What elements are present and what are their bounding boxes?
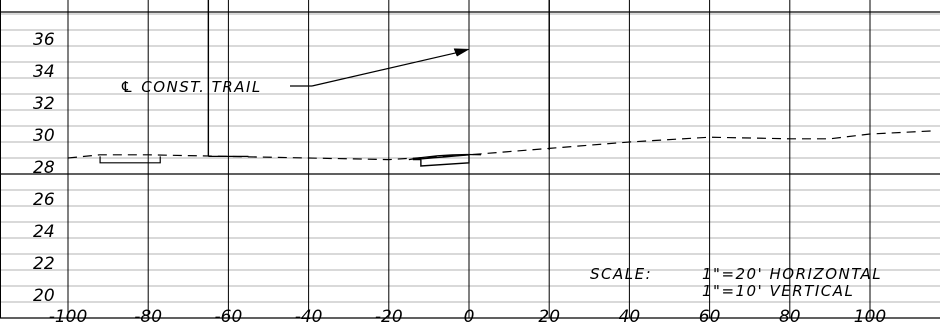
y-tick-label: 32 <box>33 94 55 114</box>
plot-frame <box>0 0 940 319</box>
horizontal-grid <box>0 13 940 319</box>
x-tick-label: 40 <box>619 307 641 327</box>
scale-horizontal: 1"=20' HORIZONTAL <box>702 265 882 283</box>
x-tick-labels: -100 -80 -60 -40 -20 0 20 40 60 80 100 <box>49 307 887 327</box>
y-tick-label: 28 <box>33 158 55 178</box>
scale-label: SCALE: <box>590 265 652 283</box>
leader-line <box>311 51 462 87</box>
x-tick-label: 20 <box>538 307 560 327</box>
leader-arrowhead <box>453 48 470 57</box>
ditch-outline <box>99 156 161 164</box>
x-tick-label: 0 <box>464 307 475 327</box>
y-tick-labels: 20 22 24 26 28 30 32 34 36 <box>33 30 55 306</box>
x-tick-label: -60 <box>215 307 243 327</box>
x-tick-label: -20 <box>375 307 403 327</box>
x-tick-label: 60 <box>699 307 721 327</box>
scale-vertical: 1"=10' VERTICAL <box>702 282 854 300</box>
trail-surface <box>408 153 482 161</box>
y-tick-label: 30 <box>33 126 55 146</box>
existing-ground-line <box>67 130 935 161</box>
x-tick-label: -40 <box>295 307 323 327</box>
profile-marks <box>67 0 935 167</box>
y-tick-label: 20 <box>33 286 55 306</box>
x-tick-label: 100 <box>854 307 886 327</box>
x-tick-label: -100 <box>49 307 88 327</box>
y-tick-label: 26 <box>33 190 55 210</box>
centerline-label: ℄ CONST. TRAIL <box>120 78 262 96</box>
trail-section-outline <box>412 154 470 167</box>
x-tick-label: 80 <box>779 307 801 327</box>
y-tick-label: 34 <box>33 62 55 82</box>
y-tick-label: 22 <box>33 254 55 274</box>
y-tick-label: 24 <box>33 222 55 242</box>
x-tick-label: -80 <box>134 307 162 327</box>
annotations: ℄ CONST. TRAIL SCALE: 1"=20' HORIZONTAL1"=… <box>120 48 882 300</box>
y-tick-label: 36 <box>33 30 55 50</box>
